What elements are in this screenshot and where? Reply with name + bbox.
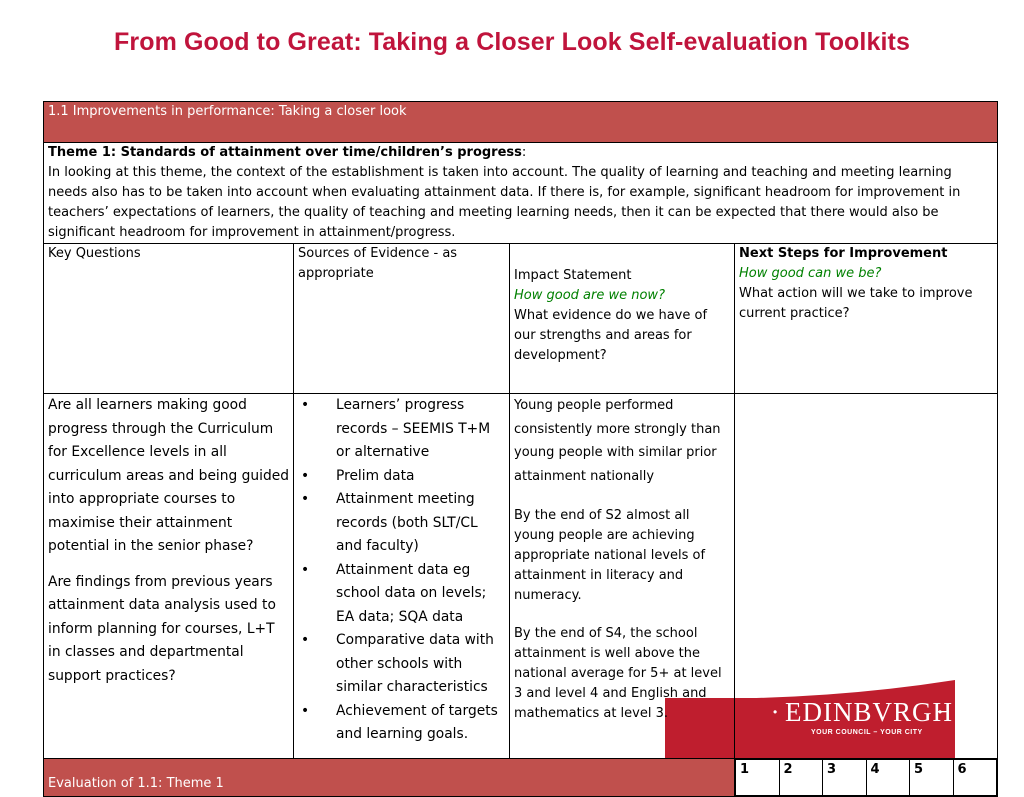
score-option-5[interactable]: 5 bbox=[909, 759, 954, 796]
evaluation-label: Evaluation of 1.1: Theme 1 bbox=[43, 758, 735, 797]
bullet-icon: • bbox=[301, 702, 310, 719]
bullet-icon: • bbox=[301, 467, 310, 484]
evidence-text: Prelim data bbox=[336, 467, 415, 484]
section-title: 1.1 Improvements in performance: Taking … bbox=[42, 101, 999, 143]
evidence-item: • Achievement of targets and learning goa… bbox=[298, 700, 505, 747]
evidence-list: • Learners’ progress records – SEEMIS T+M… bbox=[298, 394, 505, 747]
theme-description: Theme 1: Standards of attainment over ti… bbox=[42, 142, 999, 244]
evidence-item: • Attainment meeting records (both SLT/CL… bbox=[298, 488, 505, 559]
evidence-item: • Prelim data bbox=[298, 465, 505, 489]
key-questions-cell: Are all learners making good progress th… bbox=[43, 393, 294, 759]
key-question-2: Are findings from previous years attainm… bbox=[48, 573, 276, 684]
evaluation-scores: 1 2 3 4 5 6 bbox=[733, 758, 999, 797]
theme-heading: Theme 1: Standards of attainment over ti… bbox=[48, 145, 522, 160]
evidence-item: • Learners’ progress records – SEEMIS T+M… bbox=[298, 394, 505, 465]
impact-subheading: What evidence do we have of our strength… bbox=[514, 308, 708, 363]
next-steps-subheading: What action will we take to improve curr… bbox=[739, 286, 973, 321]
impact-question: How good are we now? bbox=[514, 288, 665, 303]
score-option-3[interactable]: 3 bbox=[822, 759, 867, 796]
col-key-questions: Key Questions bbox=[43, 243, 294, 394]
score-option-4[interactable]: 4 bbox=[865, 759, 910, 796]
col-sources-evidence: Sources of Evidence - as appropriate bbox=[293, 243, 510, 394]
evidence-text: Attainment data eg school data on levels… bbox=[336, 561, 487, 625]
page-title: From Good to Great: Taking a Closer Look… bbox=[114, 28, 910, 56]
impact-cell: Young people performed consistently more… bbox=[509, 393, 735, 759]
impact-statement-2: By the end of S2 almost all young people… bbox=[514, 508, 706, 603]
impact-statement-3: By the end of S4, the school attainment … bbox=[514, 626, 722, 721]
bullet-icon: • bbox=[301, 397, 310, 413]
score-option-1[interactable]: 1 bbox=[735, 759, 780, 796]
bullet-icon: • bbox=[301, 491, 310, 507]
theme-colon: : bbox=[521, 145, 527, 160]
evidence-text: Comparative data with other schools with… bbox=[336, 632, 494, 695]
evidence-text: Learners’ progress records – SEEMIS T+M … bbox=[336, 397, 491, 460]
theme-text: In looking at this theme, the context of… bbox=[48, 165, 961, 240]
key-questions-heading: Key Questions bbox=[48, 246, 141, 261]
col-impact-statement: Impact Statement How good are we now? Wh… bbox=[509, 243, 735, 394]
evidence-item: • Comparative data with other schools wit… bbox=[298, 629, 505, 700]
score-grid: 1 2 3 4 5 6 bbox=[735, 759, 998, 796]
evaluation-table: 1.1 Improvements in performance: Taking … bbox=[42, 101, 999, 797]
score-option-2[interactable]: 2 bbox=[778, 759, 823, 796]
evidence-item: • Attainment data eg school data on level… bbox=[298, 559, 505, 630]
evidence-text: Achievement of targets and learning goal… bbox=[336, 702, 498, 743]
col-next-steps: Next Steps for Improvement How good can … bbox=[733, 243, 999, 394]
key-question-1: Are all learners making good progress th… bbox=[48, 397, 289, 554]
next-steps-heading: Next Steps for Improvement bbox=[739, 246, 948, 261]
sources-heading: Sources of Evidence - as appropriate bbox=[298, 246, 458, 281]
bullet-icon: • bbox=[301, 561, 310, 578]
next-steps-cell bbox=[733, 393, 999, 759]
next-steps-question: How good can we be? bbox=[739, 266, 882, 281]
score-option-6[interactable]: 6 bbox=[952, 759, 998, 796]
evidence-cell: • Learners’ progress records – SEEMIS T+M… bbox=[293, 393, 510, 759]
impact-statement-1: Young people performed consistently more… bbox=[514, 398, 721, 484]
bullet-icon: • bbox=[301, 632, 310, 648]
evidence-text: Attainment meeting records (both SLT/CL … bbox=[336, 491, 478, 554]
impact-heading: Impact Statement bbox=[514, 268, 632, 283]
